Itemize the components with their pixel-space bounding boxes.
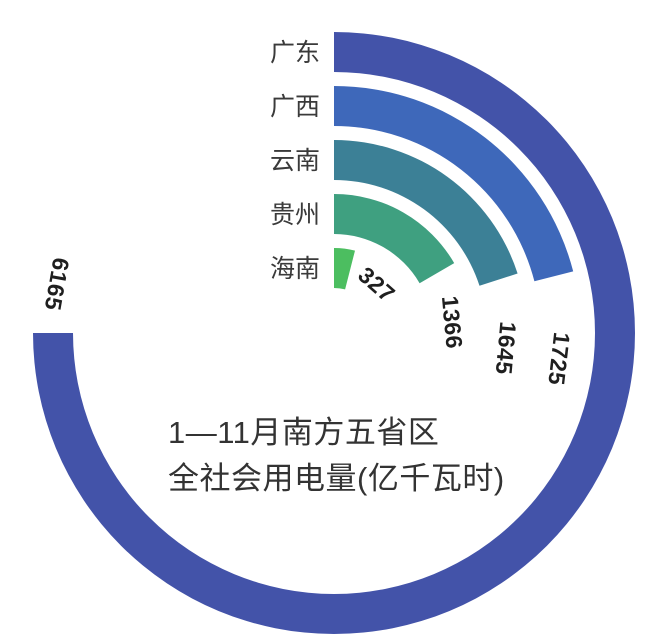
chart-title-line2: 全社会用电量(亿千瓦时) (168, 461, 505, 496)
category-label-guangdong: 广东 (270, 39, 320, 67)
bar-arc-guangxi (334, 86, 574, 282)
value-label-hainan: 327 (353, 261, 400, 307)
category-label-hainan: 海南 (270, 255, 320, 283)
category-label-yunnan: 云南 (270, 147, 320, 175)
chart-title-line1: 1—11月南方五省区 (168, 415, 440, 450)
category-label-guizhou: 贵州 (270, 201, 320, 229)
chart-title: 1—11月南方五省区 全社会用电量(亿千瓦时) (168, 410, 505, 502)
value-label-guangxi: 1725 (543, 331, 575, 387)
bar-arc-hainan (334, 247, 355, 290)
category-label-guangxi: 广西 (270, 93, 320, 121)
bar-arc-yunnan (334, 140, 518, 286)
bar-arc-guizhou (334, 193, 455, 284)
value-label-guangdong: 6165 (40, 256, 75, 313)
value-label-yunnan: 1645 (491, 321, 522, 376)
value-label-guizhou: 1366 (437, 295, 468, 350)
